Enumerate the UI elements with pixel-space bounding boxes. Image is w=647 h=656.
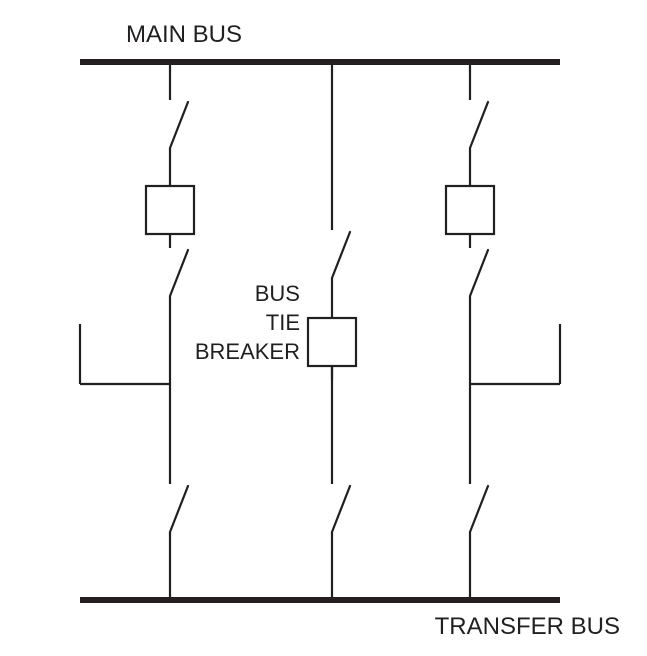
feeder-left-switch-upper	[170, 102, 188, 148]
label-bus_tie_2: TIE	[266, 310, 300, 335]
feeder-right-switch-transfer	[470, 486, 488, 532]
label-bus_tie_1: BUS	[255, 281, 300, 306]
feeder-right-switch-lower	[470, 250, 488, 296]
labels: MAIN BUS BUS TIE BREAKER TRANSFER BUS	[126, 21, 620, 640]
bus-tie-breaker	[308, 318, 356, 366]
bus-diagram: MAIN BUS BUS TIE BREAKER TRANSFER BUS	[0, 0, 647, 656]
feeder-right-switch-upper	[470, 102, 488, 148]
label-transfer_bus: TRANSFER BUS	[435, 613, 620, 640]
feeder-left-switch-lower	[170, 250, 188, 296]
tie-switch-transfer	[332, 486, 350, 532]
feeder-left-breaker	[146, 186, 194, 234]
feeder-left-switch-transfer	[170, 486, 188, 532]
feeder-right-breaker	[446, 186, 494, 234]
label-bus_tie_3: BREAKER	[195, 339, 300, 364]
tie-switch-upper	[332, 232, 350, 278]
label-main_bus: MAIN BUS	[126, 21, 242, 48]
